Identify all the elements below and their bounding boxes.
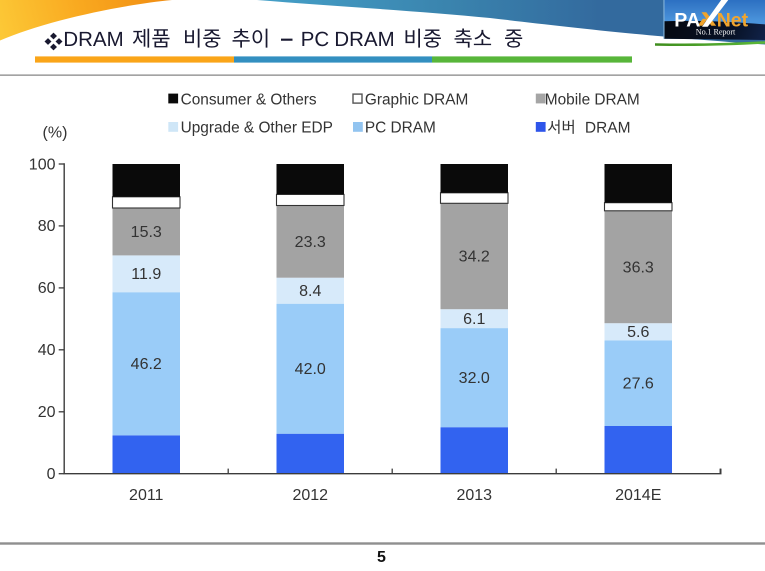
svg-text:80: 80 bbox=[38, 218, 56, 235]
svg-text:0: 0 bbox=[47, 466, 56, 483]
svg-text:Upgrade & Other EDP: Upgrade & Other EDP bbox=[181, 120, 333, 137]
svg-text:6.1: 6.1 bbox=[463, 311, 485, 328]
svg-text:60: 60 bbox=[38, 280, 56, 297]
svg-text:40: 40 bbox=[38, 342, 56, 359]
svg-text:(%): (%) bbox=[43, 125, 68, 142]
svg-text:Graphic DRAM: Graphic DRAM bbox=[365, 91, 468, 108]
svg-text:Net: Net bbox=[717, 9, 749, 31]
svg-text:100: 100 bbox=[29, 156, 56, 173]
svg-text:Consumer & Others: Consumer & Others bbox=[181, 91, 317, 108]
svg-text:5.6: 5.6 bbox=[627, 324, 649, 341]
svg-text:5: 5 bbox=[377, 549, 386, 566]
svg-text:36.3: 36.3 bbox=[623, 259, 654, 276]
svg-text:34.2: 34.2 bbox=[459, 249, 490, 266]
svg-text:No.1 Report: No.1 Report bbox=[696, 28, 736, 37]
svg-text:2011: 2011 bbox=[129, 487, 164, 504]
svg-text:42.0: 42.0 bbox=[295, 361, 326, 378]
svg-text:PA: PA bbox=[674, 9, 701, 31]
svg-text:Mobile DRAM: Mobile DRAM bbox=[545, 91, 640, 108]
svg-text:46.2: 46.2 bbox=[131, 356, 162, 373]
svg-text:PC DRAM: PC DRAM bbox=[365, 120, 436, 137]
svg-text:20: 20 bbox=[38, 404, 56, 421]
svg-text:11.9: 11.9 bbox=[131, 266, 161, 283]
svg-text:27.6: 27.6 bbox=[623, 376, 654, 393]
svg-text:2013: 2013 bbox=[456, 487, 492, 504]
svg-text:15.3: 15.3 bbox=[131, 224, 162, 241]
svg-text:23.3: 23.3 bbox=[295, 234, 326, 251]
svg-text:2012: 2012 bbox=[292, 487, 328, 504]
svg-text:2014E: 2014E bbox=[615, 487, 661, 504]
svg-text:32.0: 32.0 bbox=[459, 370, 490, 387]
svg-text:8.4: 8.4 bbox=[299, 283, 321, 300]
